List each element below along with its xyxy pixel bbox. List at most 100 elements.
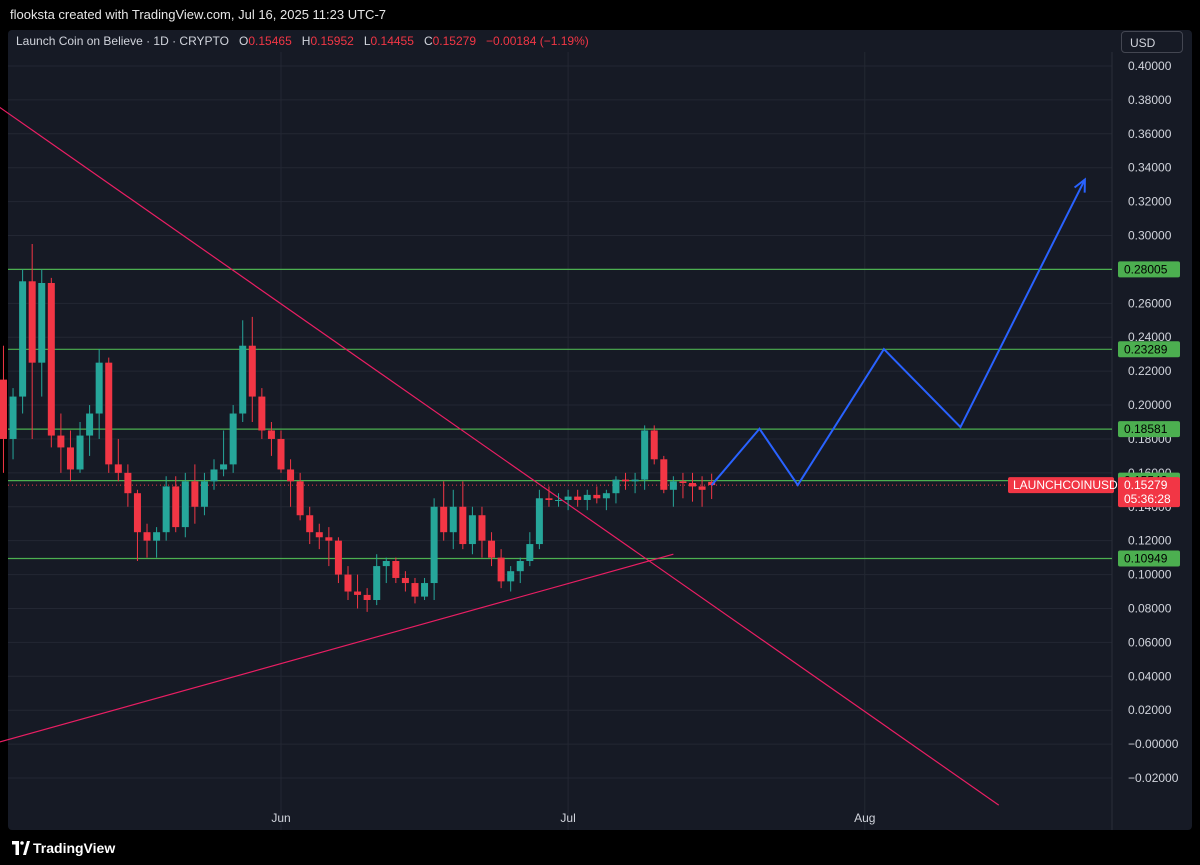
candle-body <box>411 583 419 597</box>
legend-open-value: 0.15465 <box>248 34 292 48</box>
y-tick-label: 0.06000 <box>1128 635 1172 649</box>
candle-body <box>296 481 304 516</box>
y-tick-label: 0.26000 <box>1128 296 1172 310</box>
footer-brand: TradingView <box>33 840 116 856</box>
candle-body <box>354 591 362 595</box>
candle-body <box>622 479 630 482</box>
candle-body <box>641 430 649 480</box>
candle-body <box>143 532 151 541</box>
projection-arrowhead <box>1073 177 1086 193</box>
projection[interactable] <box>710 177 1086 487</box>
candle-body <box>287 469 295 482</box>
tradingview-logo-icon <box>12 841 30 855</box>
trendline-ascending[interactable] <box>0 553 674 773</box>
candle-body <box>583 494 591 500</box>
y-tick-label: 0.22000 <box>1128 364 1172 378</box>
y-tick-label: 0.02000 <box>1128 703 1172 717</box>
y-tick-label: 0.36000 <box>1128 127 1172 141</box>
candle-body <box>516 561 524 572</box>
legend-low-label: L <box>363 34 371 48</box>
y-tick-label: 0.04000 <box>1128 669 1172 683</box>
candle-body <box>612 479 620 494</box>
credit-text: flooksta created with TradingView.com, J… <box>10 7 386 22</box>
legend-high-label: H <box>301 34 311 48</box>
candle-body <box>47 282 55 436</box>
y-tick-label: −0.02000 <box>1128 771 1179 785</box>
candle-body <box>440 506 448 533</box>
time-axis[interactable]: Jun Jul Aug <box>271 811 875 825</box>
x-tick-label: Aug <box>854 811 875 825</box>
candle-body <box>555 499 563 501</box>
level-price-tag[interactable] <box>1118 550 1180 567</box>
candles <box>0 244 716 612</box>
candle-body <box>564 496 572 500</box>
current-price-tag[interactable] <box>1118 477 1180 508</box>
chart-panel[interactable] <box>8 30 1192 830</box>
candle-body <box>593 494 601 499</box>
y-tick-label: 0.08000 <box>1128 601 1172 615</box>
legend-open-label: O <box>239 34 249 48</box>
candle-body <box>153 532 161 541</box>
candle-body <box>545 498 553 500</box>
symbol-tag-label: LAUNCHCOINUSD <box>1013 478 1118 492</box>
candle-body <box>76 435 84 470</box>
candle-body <box>229 413 237 465</box>
level-price-tag[interactable] <box>1118 341 1180 358</box>
level-price-tag[interactable] <box>1118 261 1180 278</box>
candle-body <box>95 362 103 414</box>
legend-high-value: 0.15952 <box>310 34 354 48</box>
candle-body <box>248 345 256 397</box>
candle-body <box>660 459 668 490</box>
y-tick-label: 0.10000 <box>1128 568 1172 582</box>
candle-body <box>679 481 687 484</box>
candle-body <box>574 496 582 500</box>
candle-body <box>114 464 122 473</box>
current-price-label: 0.15279 <box>1124 478 1168 492</box>
candle-body <box>86 413 94 436</box>
footer-bar <box>0 832 1200 865</box>
candle-body <box>172 486 180 528</box>
projection-path[interactable] <box>710 179 1086 487</box>
candle-body <box>57 435 65 448</box>
candle-body <box>9 396 17 439</box>
candle-body <box>210 469 218 482</box>
trendlines[interactable] <box>0 103 1000 806</box>
candle-body <box>334 540 342 575</box>
symbol-tag[interactable] <box>1008 477 1114 494</box>
candle-body <box>325 537 333 541</box>
candle-body <box>277 438 285 470</box>
level-price-label: 0.18581 <box>1124 422 1168 436</box>
credit-bar: flooksta created with TradingView.com, J… <box>0 0 1200 30</box>
candle-body <box>708 481 716 486</box>
candle-body <box>0 379 7 439</box>
candle-body <box>220 464 228 470</box>
candle-body <box>392 561 400 578</box>
candle-body <box>602 493 610 499</box>
currency-button[interactable]: USD <box>1121 31 1183 53</box>
price-axis[interactable]: 0.40000 0.38000 0.36000 0.34000 0.32000 0.300… <box>1008 59 1180 785</box>
level-price-label: 0.10949 <box>1124 551 1168 565</box>
level-price-tag[interactable] <box>1118 421 1180 438</box>
candle-body <box>468 515 476 545</box>
y-tick-label: 0.24000 <box>1128 330 1172 344</box>
candle-body <box>488 540 496 558</box>
candle-body <box>669 481 677 490</box>
y-tick-label: 0.40000 <box>1128 59 1172 73</box>
candle-body <box>650 430 658 460</box>
candle-body <box>401 577 409 584</box>
candle-body <box>497 557 505 582</box>
candle-body <box>306 515 314 533</box>
candle-body <box>698 486 706 490</box>
candle-body <box>526 544 534 562</box>
legend-close-value: 0.15279 <box>432 34 476 48</box>
candle-body <box>239 345 247 414</box>
legend-change: −0.00184 (−1.19%) <box>486 34 589 48</box>
candle-body <box>28 281 36 363</box>
candle-body <box>373 566 381 600</box>
candle-body <box>181 481 189 528</box>
legend-symbol[interactable]: Launch Coin on Believe · 1D · CRYPTO <box>16 34 229 48</box>
candle-body <box>689 483 697 487</box>
trendline-descending[interactable] <box>0 103 1000 806</box>
